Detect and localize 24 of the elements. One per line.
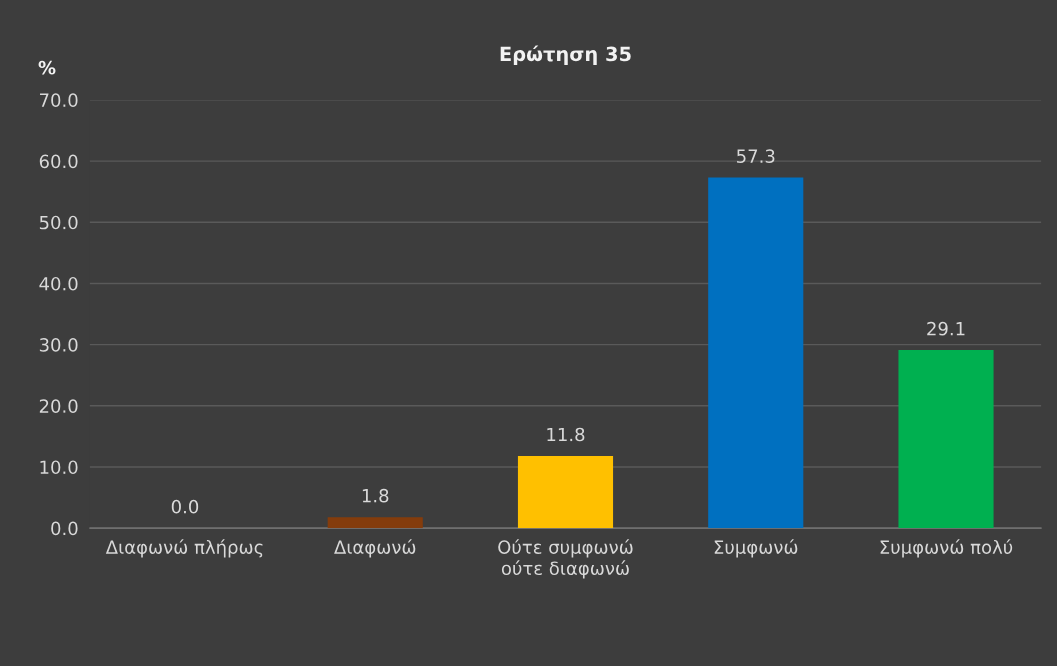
y-tick-label: 50.0 xyxy=(39,215,78,230)
bar xyxy=(708,177,804,529)
y-axis-title: % xyxy=(38,60,56,75)
y-tick-label: 20.0 xyxy=(39,399,78,413)
data-label: 11.8 xyxy=(547,427,585,442)
y-tick-label: 10.0 xyxy=(40,460,78,475)
x-tick-label: Διαφωνώ xyxy=(334,539,416,558)
data-label: 57.3 xyxy=(737,149,775,163)
data-label: 1.8 xyxy=(362,488,389,503)
x-tick-label: Συμφωνώ xyxy=(714,539,798,558)
data-label: 0.0 xyxy=(171,499,199,514)
chart-title: Ερώτηση 35 xyxy=(500,45,631,66)
x-tick-label: Ούτε συμφωνώ ούτε διαφωνώ xyxy=(498,539,633,579)
bar xyxy=(517,455,614,529)
y-tick-label: 60.0 xyxy=(39,154,78,169)
bar xyxy=(327,517,423,529)
y-tick-label: 70.0 xyxy=(40,93,78,108)
data-label: 29.1 xyxy=(927,321,965,336)
y-tick-label: 0.0 xyxy=(51,521,78,536)
y-tick-label: 30.0 xyxy=(39,338,78,352)
x-tick-label: Συμφωνώ πολύ xyxy=(880,539,1013,558)
bar xyxy=(898,350,994,529)
y-tick-label: 40.0 xyxy=(39,276,78,291)
x-tick-label: Διαφωνώ πλήρως xyxy=(105,539,263,558)
